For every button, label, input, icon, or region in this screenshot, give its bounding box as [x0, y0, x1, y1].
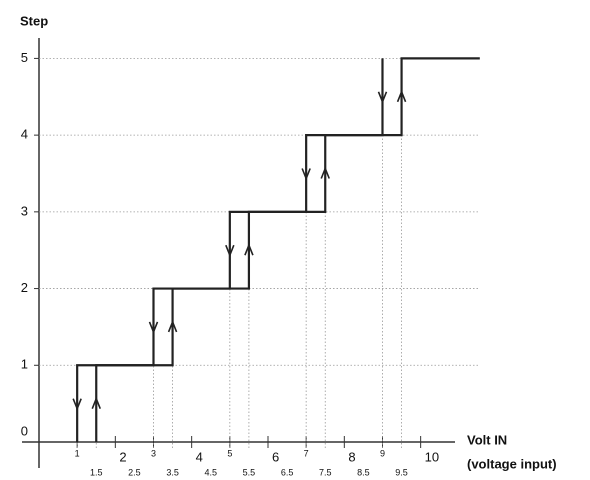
arrow: [91, 396, 101, 409]
y-axis-title: Step: [20, 13, 48, 28]
y-tick-label: 1: [21, 357, 28, 372]
arrow: [148, 321, 159, 335]
x-axis-subtitle: (voltage input): [467, 456, 557, 471]
y-tick-label: 3: [21, 203, 28, 218]
y-tick-label: 4: [21, 127, 28, 142]
arrow: [167, 319, 178, 333]
arrow: [244, 243, 254, 256]
y-tick-label: 2: [21, 280, 28, 295]
x-minor-tick-label: 2.5: [128, 467, 141, 477]
x-tick-label: 9: [380, 448, 385, 458]
x-tick-label: 3: [151, 448, 156, 458]
arrow: [301, 168, 311, 181]
arrow: [396, 89, 407, 103]
y-tick-label: 0: [21, 423, 28, 438]
x-tick-label: 5: [227, 448, 232, 458]
x-tick-label: 1: [75, 448, 80, 458]
x-axis-title: Volt IN: [467, 432, 507, 447]
y-tick-label: 5: [21, 50, 28, 65]
x-minor-tick-label: 3.5: [166, 467, 179, 477]
x-tick-label: 10: [425, 449, 439, 464]
arrow: [225, 244, 235, 258]
x-tick-label: 7: [304, 448, 309, 458]
x-tick-label: 4: [196, 449, 203, 464]
x-minor-tick-label: 5.5: [243, 467, 256, 477]
x-minor-tick-label: 9.5: [395, 467, 408, 477]
x-minor-tick-label: 1.5: [90, 467, 103, 477]
step-line: [76, 58, 384, 442]
x-minor-tick-label: 6.5: [281, 467, 294, 477]
arrow: [320, 166, 330, 179]
x-tick-label: 2: [119, 449, 126, 464]
x-minor-tick-label: 8.5: [357, 467, 370, 477]
x-tick-label: 6: [272, 449, 279, 464]
arrow: [377, 91, 388, 104]
arrow: [72, 398, 82, 411]
x-minor-tick-label: 4.5: [204, 467, 217, 477]
x-minor-tick-label: 7.5: [319, 467, 332, 477]
x-tick-label: 8: [348, 449, 355, 464]
